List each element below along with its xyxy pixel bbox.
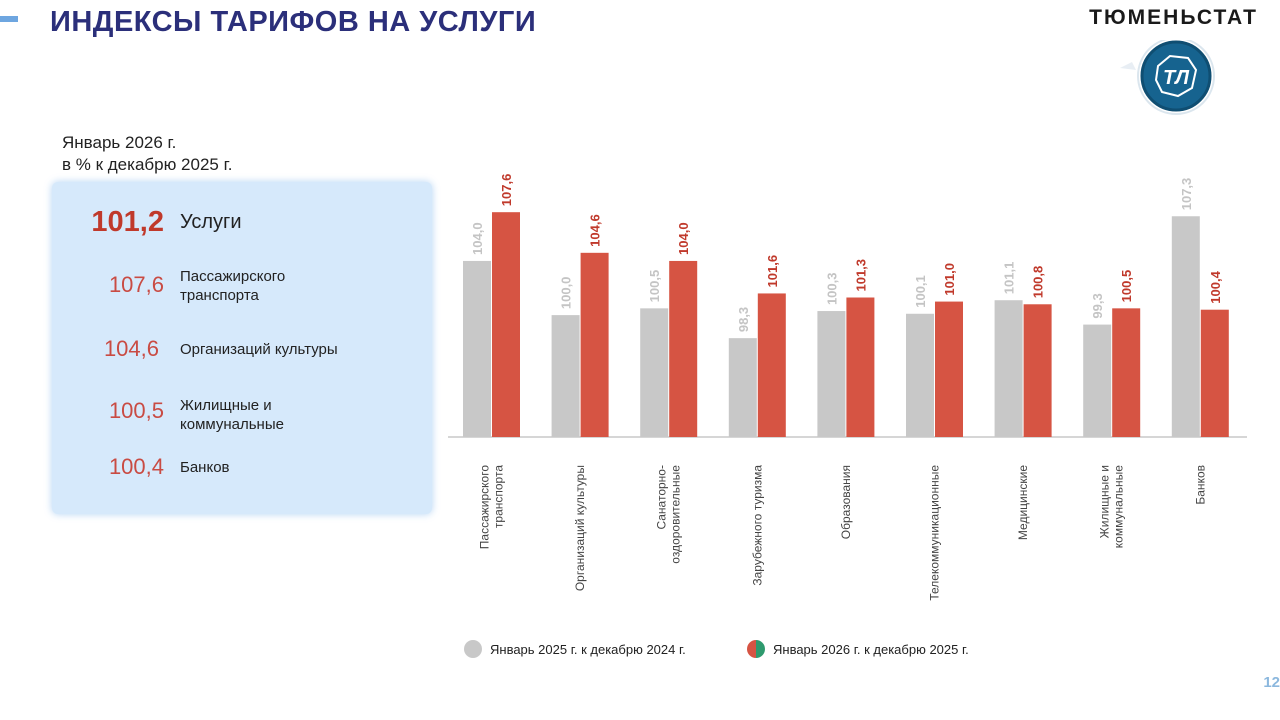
summary-value: 107,6 (108, 272, 164, 297)
legend-label-2026: Январь 2026 г. к декабрю 2025 г. (773, 642, 969, 657)
category-tick-label: транспорта (492, 465, 506, 528)
bar-2026 (1112, 308, 1141, 437)
page-title: ИНДЕКСЫ ТАРИФОВ НА УСЛУГИ (50, 6, 537, 38)
tariff-index-bar-chart: 104,0 107,6 Пассажирского транспорта 100,0 10… (448, 174, 1247, 601)
bar-2025 (551, 315, 580, 437)
bar-2026 (492, 212, 520, 437)
bar-value-label: 101,6 (765, 255, 780, 288)
summary-value: 100,4 (108, 454, 164, 479)
summary-main-label: Услуги (180, 211, 242, 233)
summary-value: 100,5 (108, 398, 164, 423)
category-tick-label: Пассажирского (478, 465, 492, 550)
category-tick-label: Организаций культуры (573, 465, 587, 591)
header-accent-bar (0, 16, 18, 22)
category-tick-label: Банков (1193, 465, 1207, 505)
bar-value-label: 104,6 (588, 214, 603, 247)
summary-panel: 101,2 Услуги 107,6 Пассажирского транспо… (52, 182, 432, 514)
bar-value-label: 101,1 (1002, 262, 1017, 295)
bar-value-label: 104,0 (676, 222, 691, 255)
bar-value-label: 101,3 (853, 259, 868, 292)
category-tick-label: Медицинские (1016, 465, 1030, 540)
org-logo: ТЛ (1120, 40, 1215, 115)
bar-2025 (906, 313, 934, 437)
bar-value-label: 100,0 (559, 277, 574, 310)
summary-label: Банков (180, 459, 230, 476)
bar-value-label: 107,6 (499, 174, 514, 207)
bar-2026 (669, 260, 698, 437)
bar-value-label: 100,3 (824, 273, 839, 306)
bar-value-label: 100,8 (1031, 266, 1046, 299)
bar-2026 (1023, 304, 1052, 437)
bar-2025 (640, 308, 669, 437)
summary-main-value: 101,2 (91, 206, 164, 238)
bar-value-label: 98,3 (736, 307, 751, 332)
bar-value-label: 100,5 (1119, 270, 1134, 303)
period-caption-line-1: Январь 2026 г. (62, 133, 177, 152)
logo-region-outline-icon (1154, 54, 1198, 98)
page-number: 12 (1263, 674, 1280, 691)
bar-2026 (757, 293, 786, 437)
legend-label-2025: Январь 2025 г. к декабрю 2024 г. (490, 642, 686, 657)
bar-2026 (935, 301, 963, 437)
bar-value-label: 100,4 (1208, 270, 1223, 303)
summary-label: Пассажирского транспорта (180, 268, 286, 304)
category-tick-label: оздоровительные (669, 465, 683, 564)
category-tick-label: Жилищные и (1098, 465, 1112, 538)
bar-2025 (463, 260, 491, 437)
summary-label: Жилищные и коммунальные (180, 397, 284, 433)
category-tick-label: Санаторно- (655, 465, 669, 530)
bar-value-label: 101,0 (942, 263, 957, 296)
category-tick-label: Образования (839, 465, 853, 539)
bar-2025 (817, 311, 846, 437)
bar-2025 (1083, 324, 1112, 437)
bar-value-label: 100,1 (913, 275, 928, 308)
period-caption-line-2: в % к декабрю 2025 г. (62, 155, 233, 174)
summary-value: 104,6 (103, 336, 159, 361)
bar-2025 (728, 338, 757, 437)
category-tick-label: коммунальные (1112, 465, 1126, 549)
logo-text: ТЛ (1163, 67, 1190, 89)
category-tick-label: Зарубежного туризма (750, 465, 764, 586)
logo-map-fragment-icon (1120, 62, 1136, 70)
bar-2025 (1171, 216, 1200, 437)
bar-2025 (994, 300, 1023, 437)
legend-swatch-2025 (464, 640, 482, 658)
summary-label: Организаций культуры (180, 341, 338, 358)
bar-2026 (846, 297, 875, 437)
category-tick-label: Телекоммуникационные (928, 465, 942, 601)
bar-value-label: 100,5 (647, 270, 662, 303)
bar-2026 (1200, 309, 1229, 437)
org-name: ТЮМЕНЬСТАТ (1089, 6, 1258, 29)
bar-value-label: 107,3 (1179, 178, 1194, 211)
bar-value-label: 104,0 (470, 222, 485, 255)
bar-value-label: 99,3 (1090, 293, 1105, 318)
legend-swatch-2026 (747, 640, 765, 658)
logo-circle-icon (1140, 40, 1212, 112)
period-caption: Январь 2026 г. в % к декабрю 2025 г. (62, 132, 232, 176)
bar-2026 (580, 252, 609, 437)
